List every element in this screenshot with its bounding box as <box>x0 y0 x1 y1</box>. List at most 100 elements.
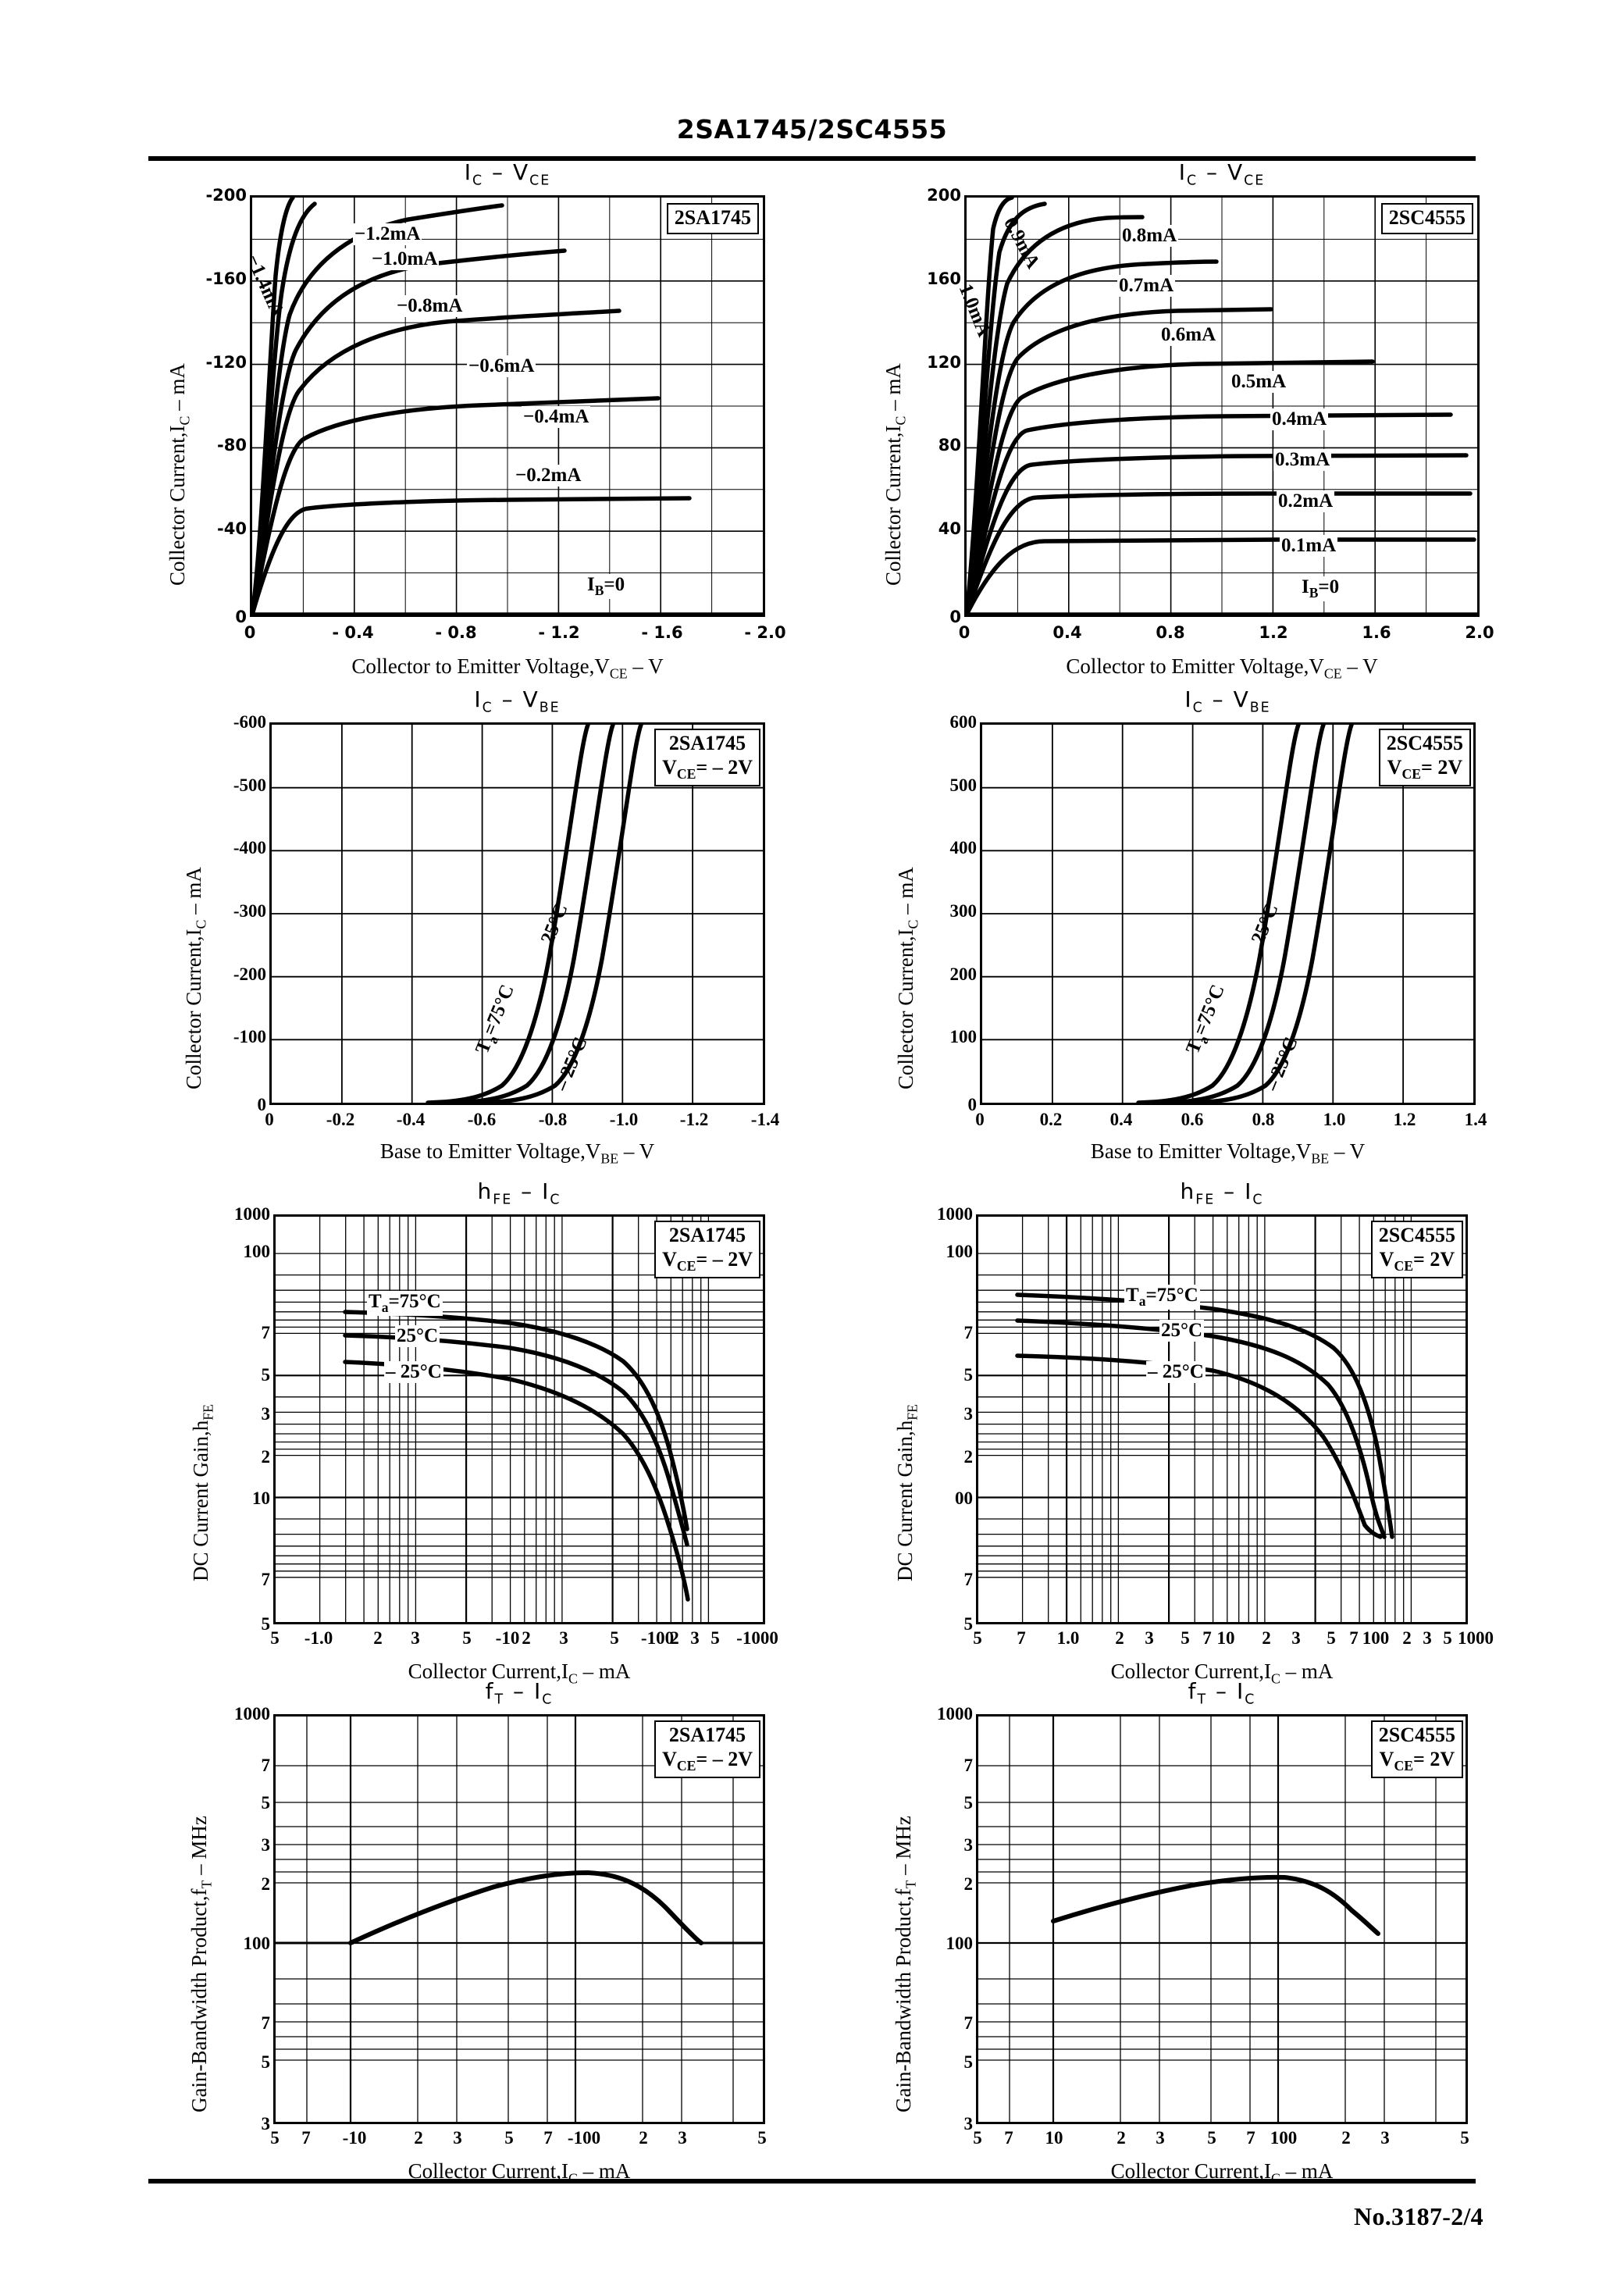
y-tick: 80 <box>938 436 961 455</box>
y-tick: 600 <box>949 712 978 732</box>
x-tick: 5 <box>973 2128 982 2148</box>
y-tick: 200 <box>949 964 978 984</box>
x-tick: - 2.0 <box>744 623 786 642</box>
x-tick: -0.2 <box>326 1110 355 1129</box>
curve-label: 0.3mA <box>1273 449 1332 471</box>
x-tick: 0.8 <box>1156 623 1185 642</box>
y-tick: 1000 <box>937 1704 973 1724</box>
x-tick: 3 <box>1423 1628 1432 1648</box>
x-tick: - 1.6 <box>641 623 683 642</box>
x-tick: 5 <box>1460 2128 1469 2148</box>
x-tick: 3 <box>559 1628 568 1648</box>
y-tick: 3 <box>261 1404 271 1424</box>
curve-label: 0.2mA <box>1277 490 1335 512</box>
x-tick: 5 <box>1207 2128 1216 2148</box>
y-tick: 3 <box>963 1404 974 1424</box>
y-tick: 3 <box>261 2114 271 2134</box>
x-axis-label: Collector to Emitter Voltage,VCE – V <box>351 654 664 682</box>
footer-rule <box>148 2179 1476 2184</box>
x-tick: -1.2 <box>679 1110 709 1129</box>
y-tick: 0 <box>235 608 247 626</box>
x-tick: 0.6 <box>1181 1110 1204 1129</box>
x-tick: -100 <box>567 2128 601 2148</box>
curve-label: 0.6mA <box>1159 324 1218 346</box>
x-tick: 0 <box>265 1110 274 1129</box>
y-tick: -40 <box>217 519 247 538</box>
y-axis-label: Collector Current,IC – mA <box>166 363 193 586</box>
curve-label: – 25°C <box>1146 1361 1206 1383</box>
chart-hfe-ic-2sa1745: hFE – IC <box>189 1178 778 1686</box>
y-tick: 7 <box>261 1323 271 1342</box>
y-tick: -400 <box>233 838 266 857</box>
y-tick: 500 <box>949 775 978 795</box>
y-tick: 5 <box>261 1614 271 1634</box>
curve-label: – 25°C <box>384 1361 443 1383</box>
curve-label: 25°C <box>1159 1320 1205 1342</box>
y-tick: 3 <box>963 1835 974 1855</box>
y-tick: 0 <box>967 1095 978 1114</box>
x-tick: 5 <box>1181 1628 1190 1648</box>
x-tick: 3 <box>411 1628 420 1648</box>
chart-title: hFE – IC <box>1180 1178 1264 1208</box>
part-cond-tag: 2SC4555 VCE= 2V <box>1370 1221 1463 1278</box>
x-tick: 3 <box>1145 1628 1154 1648</box>
x-tick: - 1.2 <box>538 623 580 642</box>
y-tick: 7 <box>963 2013 974 2033</box>
x-tick: 0.8 <box>1252 1110 1275 1129</box>
x-tick: 1.2 <box>1393 1110 1416 1129</box>
y-tick: -120 <box>205 353 247 372</box>
y-tick: 5 <box>963 1365 974 1385</box>
y-tick: 100 <box>946 1934 974 1953</box>
x-tick: 1000 <box>1458 1628 1494 1648</box>
x-tick: 5 <box>462 1628 472 1648</box>
y-tick: -160 <box>205 269 247 288</box>
x-tick: 7 <box>1017 1628 1026 1648</box>
y-tick: 0 <box>949 608 961 626</box>
x-tick: 3 <box>1156 2128 1165 2148</box>
y-tick: 40 <box>938 519 961 538</box>
y-tick: 2 <box>261 1874 271 1894</box>
x-tick: 5 <box>1443 1628 1452 1648</box>
x-tick: 7 <box>1004 2128 1013 2148</box>
x-tick: 2 <box>1115 1628 1124 1648</box>
x-tick: 2.0 <box>1465 623 1494 642</box>
y-tick: 5 <box>963 1793 974 1813</box>
y-axis-label: Gain-Bandwidth Product,fT – MHz <box>187 1816 215 2112</box>
x-tick: -1.4 <box>750 1110 780 1129</box>
x-tick: 2 <box>522 1628 531 1648</box>
y-tick: 200 <box>927 186 961 205</box>
x-tick: 0 <box>958 623 970 642</box>
chart-title: IC – VBE <box>474 686 561 716</box>
chart-ic-vbe-2sc4555: IC – VBE 2SC4555 <box>894 686 1487 1166</box>
x-axis-label: Base to Emitter Voltage,VBE – V <box>1090 1139 1366 1167</box>
y-tick: 2 <box>963 1874 974 1894</box>
x-axis-label: Collector to Emitter Voltage,VCE – V <box>1066 654 1378 682</box>
y-tick: 100 <box>243 1934 271 1953</box>
y-tick: 100 <box>243 1242 271 1261</box>
x-tick: 2 <box>1262 1628 1271 1648</box>
x-tick: 5 <box>610 1628 619 1648</box>
x-tick: 1.0 <box>1056 1628 1080 1648</box>
x-tick: 7 <box>1246 2128 1255 2148</box>
x-tick: 0.4 <box>1109 1110 1133 1129</box>
x-tick: 7 <box>1349 1628 1359 1648</box>
x-tick: 3 <box>453 2128 462 2148</box>
chart-title: fT – IC <box>485 1678 554 1708</box>
y-tick: 5 <box>261 1793 271 1813</box>
y-tick: 3 <box>261 1835 271 1855</box>
x-axis-label: Base to Emitter Voltage,VBE – V <box>379 1139 655 1167</box>
x-tick: -1.0 <box>609 1110 639 1129</box>
curve-label: 25°C <box>395 1325 440 1347</box>
x-tick: 0 <box>244 623 256 642</box>
curve-label: 0.5mA <box>1230 371 1288 393</box>
curve-label-ta75: Ta=75°C <box>367 1291 443 1316</box>
x-axis-label: Collector Current,IC – mA <box>1110 1659 1334 1687</box>
y-tick: 0 <box>257 1095 267 1114</box>
y-tick: 120 <box>927 353 961 372</box>
part-cond-tag: 2SC4555 VCE= 2V <box>1378 729 1471 786</box>
header-rule <box>148 156 1476 161</box>
chart-ic-vce-2sc4555: IC – VCE <box>881 159 1494 681</box>
y-tick: 1000 <box>234 1204 270 1224</box>
chart-hfe-ic-2sc4555: hFE – IC <box>893 1178 1494 1686</box>
